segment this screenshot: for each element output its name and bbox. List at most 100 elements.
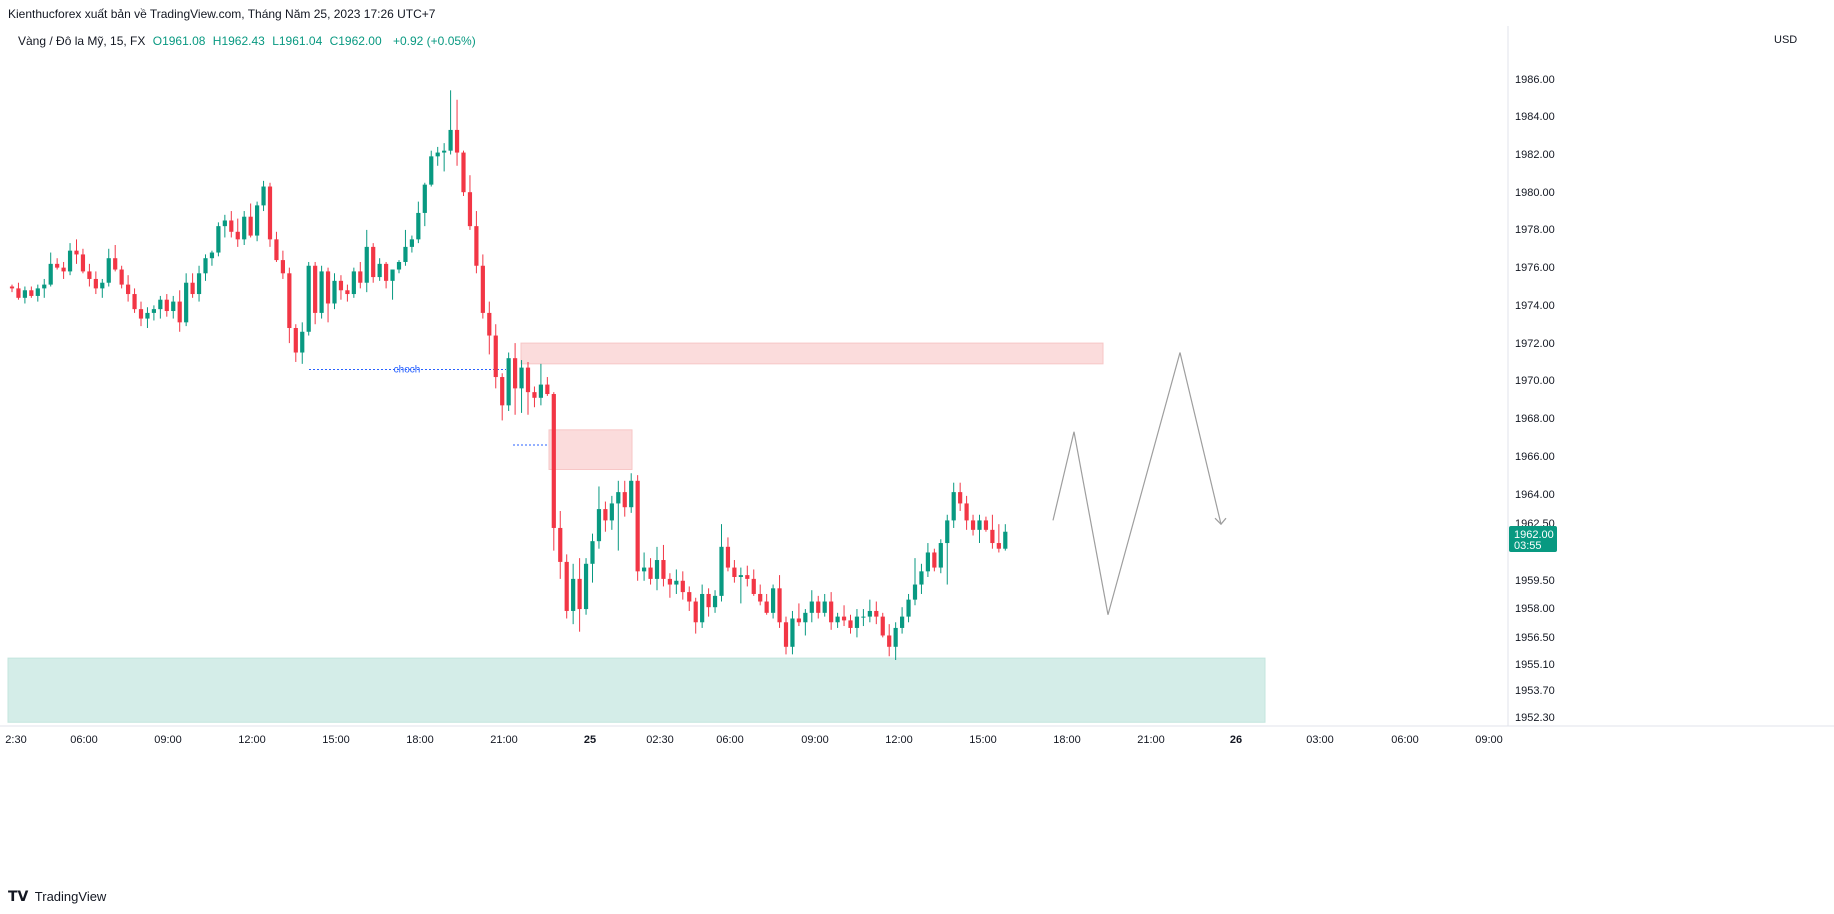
price-chart[interactable]: choch 1986.00 1984.00 1982.00 1980.00 1978.0… bbox=[0, 26, 1834, 886]
candle-body bbox=[861, 616, 866, 618]
candle bbox=[74, 239, 79, 264]
price-tick-label: 1966.00 bbox=[1515, 451, 1555, 463]
candle bbox=[693, 597, 698, 634]
candle-body bbox=[590, 541, 595, 564]
supply-zone bbox=[548, 429, 633, 470]
candle-body bbox=[970, 520, 976, 530]
candle bbox=[977, 514, 982, 544]
candle-body bbox=[345, 290, 350, 295]
candle-body bbox=[519, 367, 524, 389]
candle-body bbox=[835, 616, 840, 623]
candle-body bbox=[480, 265, 485, 313]
candle bbox=[764, 593, 769, 615]
candle bbox=[642, 552, 647, 581]
high-value: H1962.43 bbox=[212, 34, 265, 48]
candle bbox=[222, 214, 227, 238]
candle-body bbox=[222, 220, 227, 227]
candle bbox=[829, 592, 834, 630]
candle-body bbox=[680, 580, 685, 593]
candle-body bbox=[80, 254, 86, 272]
candle bbox=[377, 258, 382, 281]
time-axis[interactable]: 2:30 06:00 09:00 12:00 15:00 18:00 21:00 25 02:3… bbox=[0, 725, 1834, 746]
candle bbox=[138, 301, 144, 327]
footer-brand[interactable]: 𝗧𝗩 TradingView bbox=[8, 888, 106, 905]
candle-body bbox=[267, 186, 273, 240]
candle bbox=[274, 231, 279, 262]
candle bbox=[661, 544, 666, 587]
candle bbox=[887, 624, 892, 657]
candle-body bbox=[829, 601, 834, 623]
candle bbox=[951, 482, 956, 528]
candle-body bbox=[145, 312, 150, 319]
candle-body bbox=[287, 273, 292, 328]
candle-body bbox=[338, 280, 344, 291]
candle-body bbox=[790, 618, 795, 647]
candle-body bbox=[945, 520, 950, 544]
candle-body bbox=[513, 358, 518, 389]
candle-body bbox=[712, 595, 718, 608]
candle bbox=[338, 275, 344, 300]
candle bbox=[403, 229, 408, 266]
candle-body bbox=[184, 282, 189, 323]
candle-body bbox=[500, 377, 505, 406]
candle-body bbox=[848, 620, 853, 628]
price-axis[interactable]: 1986.00 1984.00 1982.00 1980.00 1978.00 1976.… bbox=[1507, 26, 1555, 726]
price-tick-label: 1953.70 bbox=[1515, 685, 1555, 697]
candle-body bbox=[532, 392, 537, 398]
candle bbox=[480, 254, 485, 319]
price-tick-label: 1986.00 bbox=[1515, 74, 1555, 86]
candle bbox=[325, 267, 331, 323]
currency-label[interactable]: USD bbox=[1774, 34, 1798, 46]
candle bbox=[616, 480, 621, 551]
candle bbox=[958, 482, 963, 511]
candle-body bbox=[629, 480, 634, 508]
candle-body bbox=[577, 578, 582, 610]
candle-body bbox=[22, 290, 27, 298]
candle-body bbox=[622, 492, 627, 508]
candle-body bbox=[190, 282, 195, 295]
candle bbox=[461, 150, 466, 196]
candle bbox=[532, 386, 537, 408]
candle-body bbox=[203, 258, 208, 274]
candle bbox=[680, 571, 685, 600]
candle bbox=[938, 539, 943, 574]
candle bbox=[996, 524, 1001, 553]
candle-body bbox=[467, 192, 473, 227]
candle bbox=[126, 275, 131, 302]
candle bbox=[467, 175, 473, 230]
candle bbox=[848, 614, 853, 634]
time-tick-label: 02:30 bbox=[646, 734, 674, 746]
price-tick-label: 1955.10 bbox=[1515, 659, 1555, 671]
demand-zone bbox=[7, 657, 1266, 723]
candle-body bbox=[461, 152, 466, 193]
candle-body bbox=[493, 335, 498, 378]
candle bbox=[242, 211, 247, 245]
countdown-label: 03:55 bbox=[1514, 540, 1542, 552]
candle-body bbox=[74, 250, 79, 255]
symbol-name[interactable]: Vàng / Đô la Mỹ, 15, FX bbox=[18, 34, 146, 48]
candle-body bbox=[751, 578, 756, 594]
candle-body bbox=[384, 263, 389, 281]
price-tick-label: 1970.00 bbox=[1515, 375, 1555, 387]
candle bbox=[55, 258, 60, 270]
candle-body bbox=[564, 561, 569, 611]
candle-body bbox=[48, 263, 53, 285]
candle-body bbox=[416, 212, 421, 240]
open-value: O1961.08 bbox=[152, 34, 206, 48]
candle bbox=[216, 222, 221, 257]
candle bbox=[429, 150, 434, 187]
candle-body bbox=[841, 616, 847, 621]
candle bbox=[474, 211, 479, 274]
candle-body bbox=[758, 593, 763, 602]
candle-body bbox=[938, 543, 943, 568]
candle bbox=[577, 558, 582, 632]
candle-body bbox=[661, 560, 666, 579]
candle bbox=[390, 269, 395, 300]
candle-body bbox=[448, 129, 453, 151]
candle-body bbox=[396, 261, 402, 270]
candle bbox=[525, 361, 531, 415]
candle-body bbox=[816, 601, 821, 613]
time-tick-label: 09:00 bbox=[1475, 734, 1503, 746]
candle bbox=[100, 278, 105, 298]
candle-body bbox=[390, 269, 395, 281]
